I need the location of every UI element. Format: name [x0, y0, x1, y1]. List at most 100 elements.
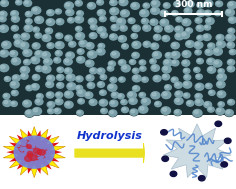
Circle shape: [198, 176, 205, 181]
Circle shape: [31, 84, 39, 90]
Circle shape: [35, 66, 43, 72]
Circle shape: [154, 76, 158, 79]
Circle shape: [131, 52, 140, 59]
Circle shape: [162, 35, 170, 42]
Circle shape: [77, 110, 83, 115]
Circle shape: [153, 34, 161, 40]
Circle shape: [186, 29, 190, 31]
Circle shape: [225, 109, 234, 116]
Circle shape: [110, 77, 117, 83]
Circle shape: [20, 66, 30, 74]
Circle shape: [58, 83, 61, 86]
Circle shape: [10, 81, 19, 88]
Circle shape: [66, 36, 69, 39]
Circle shape: [151, 7, 160, 14]
Circle shape: [162, 65, 172, 73]
Circle shape: [196, 50, 199, 53]
Circle shape: [194, 67, 200, 72]
Circle shape: [186, 1, 194, 7]
Circle shape: [229, 49, 236, 55]
Circle shape: [1, 65, 5, 69]
Circle shape: [10, 10, 19, 17]
Circle shape: [165, 52, 173, 58]
Circle shape: [42, 34, 51, 42]
Circle shape: [118, 59, 126, 66]
Circle shape: [227, 66, 235, 72]
Circle shape: [21, 43, 25, 46]
Circle shape: [121, 43, 129, 49]
Circle shape: [170, 51, 181, 59]
Circle shape: [97, 81, 105, 88]
Circle shape: [174, 81, 183, 89]
Circle shape: [140, 66, 146, 71]
Circle shape: [118, 35, 127, 43]
Circle shape: [98, 28, 102, 31]
Circle shape: [86, 74, 94, 81]
Circle shape: [139, 92, 146, 98]
Circle shape: [194, 42, 203, 49]
Circle shape: [194, 68, 197, 70]
Circle shape: [32, 7, 41, 14]
Circle shape: [205, 49, 213, 55]
Circle shape: [203, 34, 211, 40]
Circle shape: [150, 91, 160, 99]
Circle shape: [217, 74, 226, 81]
Circle shape: [208, 43, 215, 49]
Circle shape: [174, 97, 184, 105]
Circle shape: [185, 9, 189, 11]
Polygon shape: [163, 124, 231, 177]
Circle shape: [226, 42, 235, 49]
Circle shape: [46, 43, 55, 49]
Circle shape: [122, 11, 126, 14]
Circle shape: [88, 83, 92, 86]
Circle shape: [142, 19, 145, 22]
Circle shape: [100, 74, 107, 80]
Circle shape: [118, 0, 128, 6]
Circle shape: [119, 60, 123, 63]
Circle shape: [195, 17, 202, 23]
Circle shape: [174, 26, 184, 33]
Circle shape: [163, 92, 167, 96]
Circle shape: [76, 1, 79, 4]
Circle shape: [42, 53, 46, 56]
Circle shape: [192, 109, 202, 117]
Text: Hydrolysis: Hydrolysis: [77, 131, 143, 141]
Circle shape: [109, 33, 118, 40]
Circle shape: [100, 74, 107, 80]
Circle shape: [76, 56, 85, 64]
Circle shape: [89, 99, 97, 106]
Circle shape: [66, 92, 70, 95]
Circle shape: [150, 59, 156, 64]
Circle shape: [196, 25, 204, 31]
Circle shape: [182, 19, 191, 26]
Circle shape: [139, 66, 146, 71]
Circle shape: [77, 57, 85, 63]
Circle shape: [149, 58, 156, 64]
Circle shape: [64, 2, 74, 10]
Circle shape: [66, 74, 76, 81]
Circle shape: [127, 91, 137, 99]
Circle shape: [127, 91, 136, 99]
Circle shape: [55, 50, 62, 56]
Circle shape: [174, 109, 182, 115]
Circle shape: [161, 107, 170, 114]
Circle shape: [140, 107, 144, 110]
Circle shape: [173, 11, 175, 14]
Circle shape: [10, 50, 18, 57]
Circle shape: [64, 68, 72, 74]
Circle shape: [16, 0, 22, 5]
Circle shape: [164, 84, 172, 90]
Circle shape: [151, 0, 160, 8]
Circle shape: [32, 58, 36, 61]
Circle shape: [193, 109, 202, 117]
Circle shape: [41, 51, 51, 59]
Circle shape: [161, 130, 167, 135]
Circle shape: [12, 26, 15, 29]
Circle shape: [132, 85, 140, 92]
Circle shape: [100, 32, 107, 38]
Circle shape: [216, 34, 224, 41]
Circle shape: [14, 39, 24, 47]
Circle shape: [205, 17, 215, 25]
Circle shape: [10, 101, 18, 107]
Circle shape: [89, 99, 97, 105]
